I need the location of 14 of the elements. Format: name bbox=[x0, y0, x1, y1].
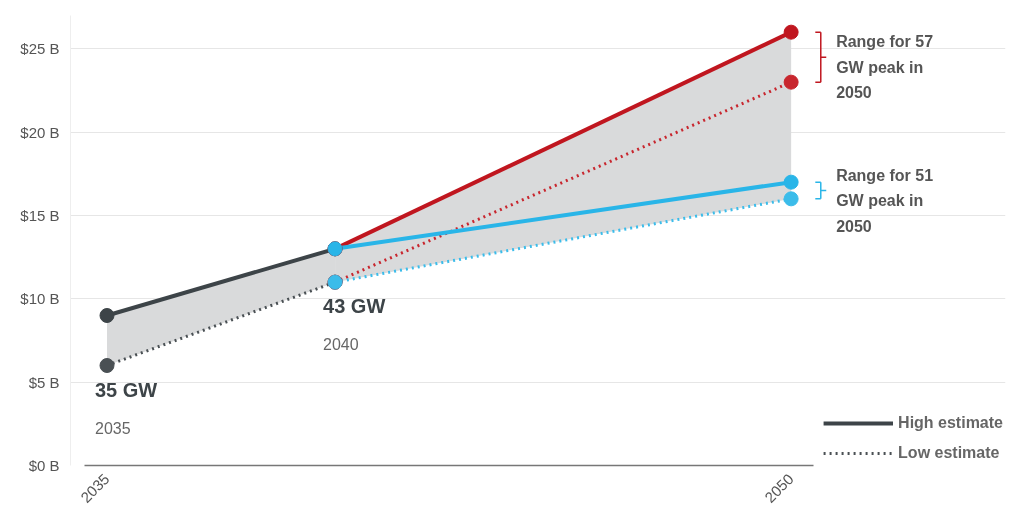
annotation: 43 GW bbox=[323, 295, 386, 318]
annotation: Range for 57 GW peak in 2050 bbox=[836, 33, 934, 102]
annotation: 2035 bbox=[94, 419, 131, 437]
annotation: 2040 bbox=[323, 336, 359, 354]
y-tick-label: $20 B bbox=[20, 123, 60, 141]
annotation: Range for 51 GW peak in 2050 bbox=[836, 166, 934, 235]
y-tick-label: $15 B bbox=[20, 207, 60, 224]
annotation: 35 GW bbox=[94, 378, 158, 401]
legend-label: Low estimate bbox=[898, 444, 1000, 462]
y-tick-label: $25 B bbox=[20, 40, 60, 58]
y-tick-label: $10 B bbox=[20, 290, 60, 308]
y-tick-label: $0 B bbox=[28, 457, 60, 474]
legend-label: High estimate bbox=[898, 414, 1003, 432]
y-tick-label: $5 B bbox=[28, 373, 60, 391]
